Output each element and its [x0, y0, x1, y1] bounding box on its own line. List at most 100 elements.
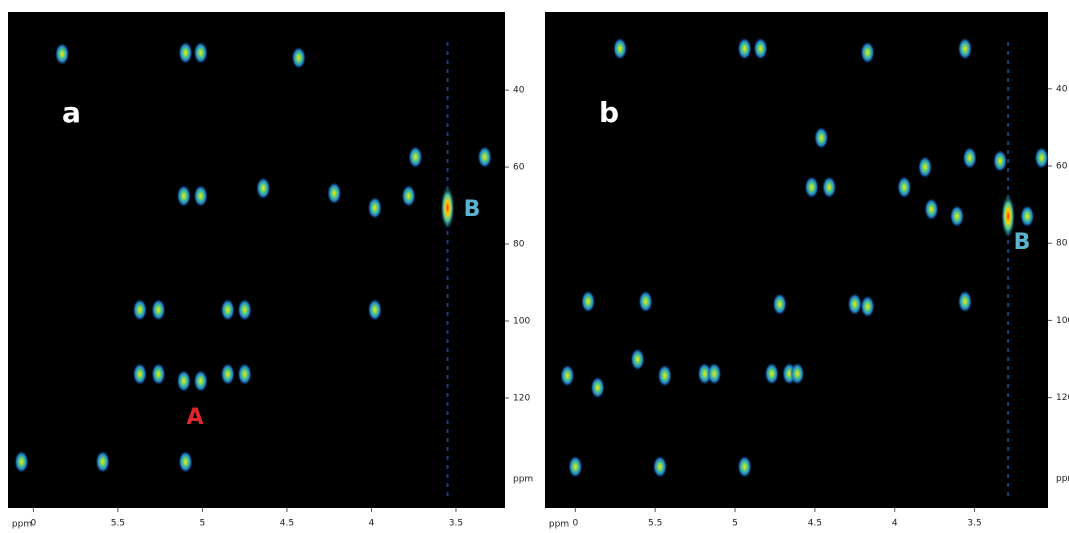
noise — [446, 87, 449, 91]
peak — [220, 363, 235, 386]
noise — [1007, 96, 1010, 100]
noise — [446, 276, 449, 280]
peak — [367, 196, 382, 219]
peak — [630, 348, 645, 371]
peak — [764, 362, 779, 385]
noise — [1007, 105, 1010, 109]
peak — [237, 363, 252, 386]
y-tick-label: 120 — [1056, 393, 1069, 403]
noise — [1007, 393, 1010, 397]
panel-label: b — [599, 96, 619, 129]
noise — [1007, 384, 1010, 388]
noise — [1007, 375, 1010, 379]
noise — [446, 447, 449, 451]
x-tick-label: 5 — [732, 519, 738, 529]
peak — [652, 455, 667, 478]
peak — [220, 298, 235, 321]
noise — [446, 339, 449, 343]
noise — [1007, 438, 1010, 442]
x-tick-label: 3.5 — [967, 519, 981, 529]
noise — [1007, 123, 1010, 127]
noise — [446, 402, 449, 406]
peak — [962, 146, 977, 169]
noise — [446, 366, 449, 370]
peak — [14, 450, 29, 473]
peak — [401, 184, 416, 207]
peak — [193, 41, 208, 64]
peak-annotation: B — [464, 197, 481, 222]
noise — [446, 393, 449, 397]
noise — [1007, 87, 1010, 91]
plot-area — [545, 12, 1048, 508]
peak — [95, 450, 110, 473]
peak-annotation: A — [186, 405, 203, 430]
peak — [151, 298, 166, 321]
noise — [1007, 357, 1010, 361]
noise — [1007, 240, 1010, 244]
noise — [1007, 168, 1010, 172]
peak — [477, 146, 492, 169]
peak — [993, 149, 1008, 172]
y-tick-label: 60 — [513, 163, 525, 173]
peak — [237, 298, 252, 321]
noise — [446, 492, 449, 496]
peak — [707, 362, 722, 385]
noise — [1007, 276, 1010, 280]
peak — [568, 455, 583, 478]
noise — [1007, 150, 1010, 154]
y-tick-label: 100 — [1056, 316, 1069, 326]
noise — [1007, 159, 1010, 163]
peak-annotation: B — [1014, 230, 1031, 255]
noise — [1007, 330, 1010, 334]
noise — [446, 240, 449, 244]
peak — [560, 364, 575, 387]
peak — [847, 293, 862, 316]
peak — [790, 362, 805, 385]
noise — [446, 348, 449, 352]
noise — [1007, 285, 1010, 289]
x-unit: ppm — [549, 520, 569, 530]
noise — [446, 321, 449, 325]
peak — [151, 363, 166, 386]
noise — [1007, 339, 1010, 343]
peak — [291, 46, 306, 69]
peak — [1001, 194, 1016, 239]
x-tick-label: 4 — [892, 519, 898, 529]
peak — [897, 176, 912, 199]
noise — [446, 168, 449, 172]
noise — [446, 159, 449, 163]
noise — [1007, 456, 1010, 460]
noise — [1007, 366, 1010, 370]
x-tick-label: 5.5 — [111, 519, 125, 529]
noise — [1007, 114, 1010, 118]
peak — [1034, 146, 1049, 169]
peak — [957, 37, 972, 60]
noise — [1007, 141, 1010, 145]
peak — [860, 41, 875, 64]
noise — [1007, 78, 1010, 82]
peak — [178, 41, 193, 64]
noise — [1007, 402, 1010, 406]
noise — [446, 69, 449, 73]
peak — [590, 376, 605, 399]
noise — [1007, 492, 1010, 496]
peak — [753, 37, 768, 60]
x-tick-label: 4.5 — [808, 519, 822, 529]
peak — [178, 450, 193, 473]
noise — [446, 384, 449, 388]
noise — [446, 105, 449, 109]
x-tick-label: 5 — [200, 519, 206, 529]
noise — [446, 249, 449, 253]
peak — [193, 370, 208, 393]
noise — [446, 51, 449, 55]
noise — [446, 150, 449, 154]
noise — [446, 474, 449, 478]
noise — [446, 42, 449, 46]
noise — [446, 132, 449, 136]
peak — [697, 362, 712, 385]
plot-area — [8, 12, 505, 508]
noise — [1007, 249, 1010, 253]
noise — [446, 78, 449, 82]
peak — [1020, 205, 1035, 228]
